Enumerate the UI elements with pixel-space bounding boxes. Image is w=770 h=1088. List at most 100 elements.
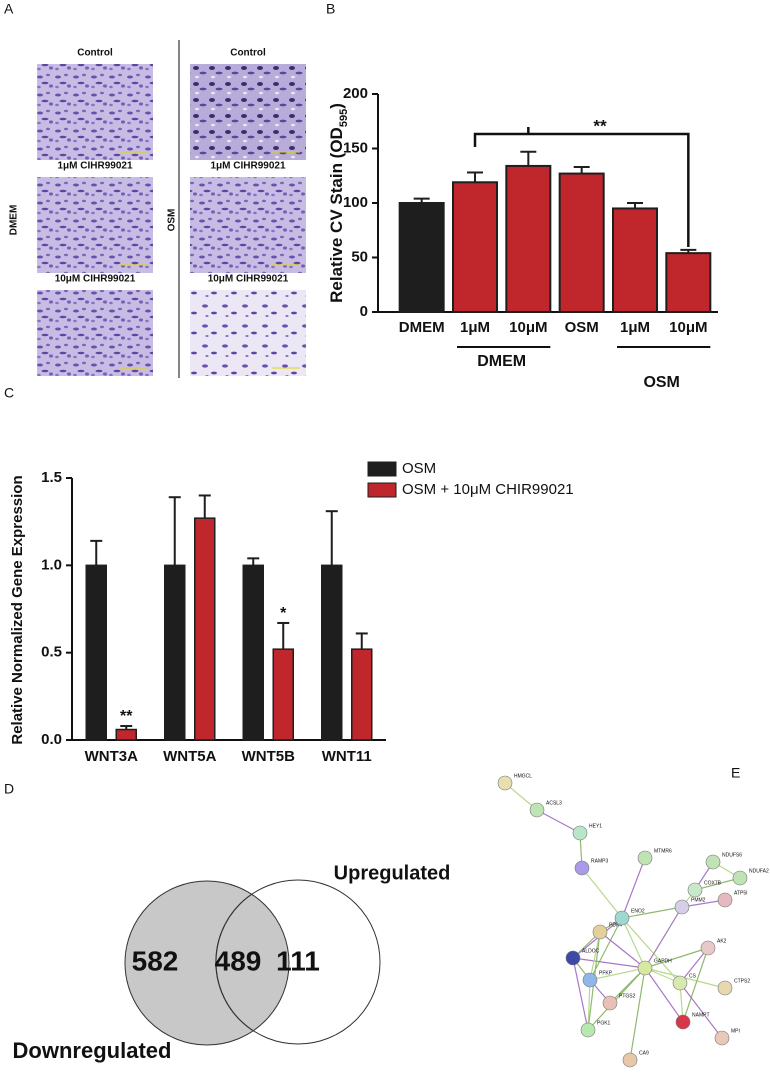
- network-node: [582, 972, 598, 988]
- network-node: [717, 892, 733, 908]
- micrograph: [190, 290, 306, 376]
- y-tick-label: 50: [351, 248, 368, 265]
- x-tick-label: 10μM: [669, 319, 707, 336]
- panel-letter: A: [4, 1, 14, 17]
- legend-swatch: [367, 461, 397, 477]
- network-node: [529, 802, 545, 818]
- error-bar: [277, 621, 290, 650]
- y-tick-label: 150: [343, 139, 368, 156]
- bar: [85, 564, 107, 741]
- error-bar: [573, 166, 590, 174]
- legend-swatch: [367, 482, 397, 498]
- network-edge: [621, 857, 646, 919]
- image-title: 10μM CIHR99021: [208, 274, 289, 285]
- bar: [194, 517, 216, 741]
- network-edge: [587, 979, 591, 1031]
- error-bar: [198, 494, 211, 519]
- panel-letter: C: [4, 385, 14, 401]
- node-label: HMGCL: [514, 773, 532, 779]
- image-title: 10μM CIHR99021: [55, 274, 136, 285]
- node-label: CS: [689, 973, 697, 979]
- y-tick-label: 0.0: [41, 731, 62, 748]
- error-bar: [90, 539, 103, 566]
- network-node: [572, 825, 588, 841]
- bar: [351, 648, 373, 741]
- network-edge: [621, 917, 646, 969]
- error-bar: [120, 725, 133, 730]
- bar: [242, 564, 264, 741]
- network-edge: [621, 906, 683, 919]
- group-label: OSM: [643, 374, 679, 391]
- x-tick-label: DMEM: [399, 319, 445, 336]
- network-edge: [644, 906, 683, 969]
- node-label: PDK4: [609, 922, 622, 928]
- bar: [505, 164, 552, 313]
- error-bar: [680, 248, 697, 254]
- error-bar: [520, 150, 537, 166]
- network-node: [497, 775, 513, 791]
- node-label: HEY1: [589, 823, 602, 829]
- network-edge: [536, 809, 581, 834]
- y-axis-label: Relative Normalized Gene Expression: [9, 475, 26, 744]
- network-node: [592, 924, 608, 940]
- venn-count: 582: [132, 945, 179, 976]
- network-node: [614, 910, 630, 926]
- micrograph: [190, 177, 306, 273]
- y-tick-label: 200: [343, 85, 368, 102]
- node-label: GAPDH: [654, 958, 672, 964]
- error-bar: [413, 197, 430, 203]
- y-axis-label: Relative CV Stain (OD595): [327, 103, 349, 303]
- group-label: DMEM: [477, 353, 526, 370]
- network-node: [602, 995, 618, 1011]
- network-node: [687, 882, 703, 898]
- node-label: ACSL3: [546, 800, 562, 806]
- node-label: CA9: [639, 1050, 649, 1056]
- bar: [452, 181, 498, 313]
- y-tick-label: 1.0: [41, 556, 62, 573]
- bar: [115, 728, 137, 741]
- node-label: PFKP: [599, 970, 613, 976]
- network-node: [714, 1030, 730, 1046]
- y-tick-label: 0.5: [41, 644, 62, 661]
- network-edge: [589, 931, 601, 981]
- y-tick-label: 0: [360, 303, 368, 320]
- y-axis-label-part: ): [327, 103, 346, 109]
- node-label: ENO2: [631, 908, 645, 914]
- network-node: [717, 980, 733, 996]
- condition-label: OSM: [167, 209, 178, 232]
- node-label: MPI: [731, 1028, 740, 1034]
- image-title: Control: [77, 48, 113, 59]
- y-axis-label-part: Relative CV Stain (OD: [327, 127, 346, 303]
- venn-left: [124, 880, 290, 1046]
- node-label: PGK1: [597, 1020, 611, 1026]
- legend-label: OSM + 10μM CHIR99021: [402, 481, 574, 498]
- node-label: COX7B: [704, 880, 722, 886]
- network-node: [674, 899, 690, 915]
- venn-overlap-edge: [215, 893, 253, 1031]
- y-axis-label-part: 595: [338, 109, 350, 127]
- node-label: ALDOC: [582, 948, 600, 954]
- node-label: AK2: [717, 938, 727, 944]
- micrograph: [190, 64, 306, 160]
- network-node: [700, 940, 716, 956]
- network-edge: [572, 957, 589, 1031]
- venn-count: 489: [215, 945, 262, 976]
- node-label: RAMP3: [591, 858, 608, 864]
- node-label: ATP5I: [734, 890, 748, 896]
- network-edge: [629, 967, 646, 1061]
- node-label: NAMPT: [692, 1012, 710, 1018]
- network-edge: [572, 957, 646, 969]
- significance-label: **: [120, 708, 133, 725]
- network-node: [732, 870, 748, 886]
- venn-count: 111: [276, 945, 320, 976]
- bar: [272, 648, 294, 741]
- error-bar: [325, 510, 338, 566]
- node-label: NDUFA2: [749, 868, 769, 874]
- significance-label: **: [593, 116, 607, 135]
- y-tick-label: 100: [343, 194, 368, 211]
- panel-letter: D: [4, 781, 14, 797]
- x-tick-label: 1μM: [460, 319, 490, 336]
- x-tick-label: 1μM: [620, 319, 650, 336]
